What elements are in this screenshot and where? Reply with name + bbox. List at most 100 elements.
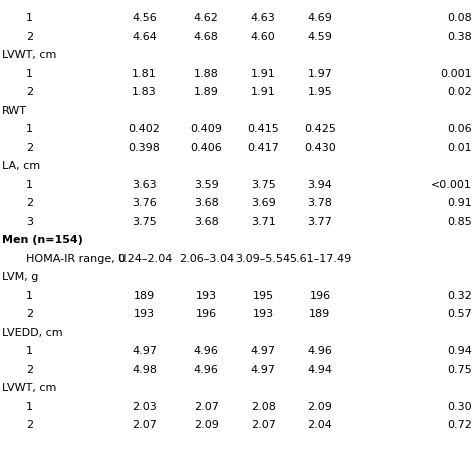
- Text: 4.63: 4.63: [251, 13, 275, 23]
- Text: 0.425: 0.425: [304, 124, 336, 134]
- Text: 4.56: 4.56: [132, 13, 157, 23]
- Text: 2: 2: [26, 32, 33, 42]
- Text: 0.02: 0.02: [447, 87, 472, 97]
- Text: 2: 2: [26, 420, 33, 430]
- Text: 4.64: 4.64: [132, 32, 157, 42]
- Text: 1: 1: [26, 402, 33, 412]
- Text: 0.72: 0.72: [447, 420, 472, 430]
- Text: 2.06–3.04: 2.06–3.04: [179, 254, 234, 264]
- Text: Men (n=154): Men (n=154): [2, 235, 83, 245]
- Text: 1: 1: [26, 124, 33, 134]
- Text: 1: 1: [26, 69, 33, 79]
- Text: 3.59: 3.59: [194, 180, 219, 190]
- Text: 2.07: 2.07: [132, 420, 157, 430]
- Text: 3.68: 3.68: [194, 198, 219, 208]
- Text: 3.63: 3.63: [132, 180, 157, 190]
- Text: 0.402: 0.402: [128, 124, 161, 134]
- Text: 0.85: 0.85: [447, 217, 472, 227]
- Text: 2.04: 2.04: [308, 420, 332, 430]
- Text: 2: 2: [26, 309, 33, 319]
- Text: 195: 195: [253, 291, 273, 301]
- Text: 0.94: 0.94: [447, 346, 472, 356]
- Text: 196: 196: [196, 309, 217, 319]
- Text: 1.81: 1.81: [132, 69, 157, 79]
- Text: 4.96: 4.96: [194, 365, 219, 375]
- Text: 0.417: 0.417: [247, 143, 279, 153]
- Text: LVM, g: LVM, g: [2, 272, 39, 282]
- Text: 1.91: 1.91: [251, 69, 275, 79]
- Text: HOMA-IR range, U: HOMA-IR range, U: [26, 254, 127, 264]
- Text: 4.94: 4.94: [308, 365, 332, 375]
- Text: 0.30: 0.30: [447, 402, 472, 412]
- Text: 3.76: 3.76: [132, 198, 157, 208]
- Text: 0.430: 0.430: [304, 143, 336, 153]
- Text: 2.09: 2.09: [194, 420, 219, 430]
- Text: 0.32: 0.32: [447, 291, 472, 301]
- Text: 4.60: 4.60: [251, 32, 275, 42]
- Text: 0.398: 0.398: [128, 143, 161, 153]
- Text: 3.69: 3.69: [251, 198, 275, 208]
- Text: 3.75: 3.75: [251, 180, 275, 190]
- Text: 2.03: 2.03: [132, 402, 157, 412]
- Text: 2.07: 2.07: [194, 402, 219, 412]
- Text: 4.62: 4.62: [194, 13, 219, 23]
- Text: 189: 189: [310, 309, 330, 319]
- Text: 193: 193: [134, 309, 155, 319]
- Text: 3.68: 3.68: [194, 217, 219, 227]
- Text: 0.406: 0.406: [191, 143, 222, 153]
- Text: 4.96: 4.96: [308, 346, 332, 356]
- Text: 2: 2: [26, 87, 33, 97]
- Text: 1: 1: [26, 13, 33, 23]
- Text: 4.97: 4.97: [132, 346, 157, 356]
- Text: 0.75: 0.75: [447, 365, 472, 375]
- Text: 3.71: 3.71: [251, 217, 275, 227]
- Text: 4.97: 4.97: [251, 365, 275, 375]
- Text: 2: 2: [26, 365, 33, 375]
- Text: 4.59: 4.59: [308, 32, 332, 42]
- Text: 193: 193: [196, 291, 217, 301]
- Text: 3.09–5.54: 3.09–5.54: [236, 254, 291, 264]
- Text: LVWT, cm: LVWT, cm: [2, 383, 57, 393]
- Text: 4.68: 4.68: [194, 32, 219, 42]
- Text: 1: 1: [26, 346, 33, 356]
- Text: 3.75: 3.75: [132, 217, 157, 227]
- Text: 0.415: 0.415: [247, 124, 279, 134]
- Text: 3.77: 3.77: [308, 217, 332, 227]
- Text: 2.08: 2.08: [251, 402, 275, 412]
- Text: 4.96: 4.96: [194, 346, 219, 356]
- Text: 0.001: 0.001: [440, 69, 472, 79]
- Text: 0.38: 0.38: [447, 32, 472, 42]
- Text: RWT: RWT: [2, 106, 27, 116]
- Text: 189: 189: [134, 291, 155, 301]
- Text: 0.08: 0.08: [447, 13, 472, 23]
- Text: 2: 2: [26, 143, 33, 153]
- Text: 0.06: 0.06: [447, 124, 472, 134]
- Text: LVEDD, cm: LVEDD, cm: [2, 328, 63, 338]
- Text: 1.95: 1.95: [308, 87, 332, 97]
- Text: 2: 2: [26, 198, 33, 208]
- Text: 0.57: 0.57: [447, 309, 472, 319]
- Text: 196: 196: [310, 291, 330, 301]
- Text: LVWT, cm: LVWT, cm: [2, 50, 57, 60]
- Text: 1.97: 1.97: [308, 69, 332, 79]
- Text: 1.91: 1.91: [251, 87, 275, 97]
- Text: 193: 193: [253, 309, 273, 319]
- Text: 2.09: 2.09: [308, 402, 332, 412]
- Text: 3: 3: [26, 217, 33, 227]
- Text: 4.98: 4.98: [132, 365, 157, 375]
- Text: 5.61–17.49: 5.61–17.49: [289, 254, 351, 264]
- Text: 1.89: 1.89: [194, 87, 219, 97]
- Text: 4.69: 4.69: [308, 13, 332, 23]
- Text: 3.78: 3.78: [308, 198, 332, 208]
- Text: 2.07: 2.07: [251, 420, 275, 430]
- Text: 4.97: 4.97: [251, 346, 275, 356]
- Text: 1.83: 1.83: [132, 87, 157, 97]
- Text: 1.88: 1.88: [194, 69, 219, 79]
- Text: 0.409: 0.409: [190, 124, 222, 134]
- Text: 1: 1: [26, 180, 33, 190]
- Text: 0.91: 0.91: [447, 198, 472, 208]
- Text: LA, cm: LA, cm: [2, 161, 40, 171]
- Text: <0.001: <0.001: [431, 180, 472, 190]
- Text: 0.24–2.04: 0.24–2.04: [117, 254, 172, 264]
- Text: 0.01: 0.01: [447, 143, 472, 153]
